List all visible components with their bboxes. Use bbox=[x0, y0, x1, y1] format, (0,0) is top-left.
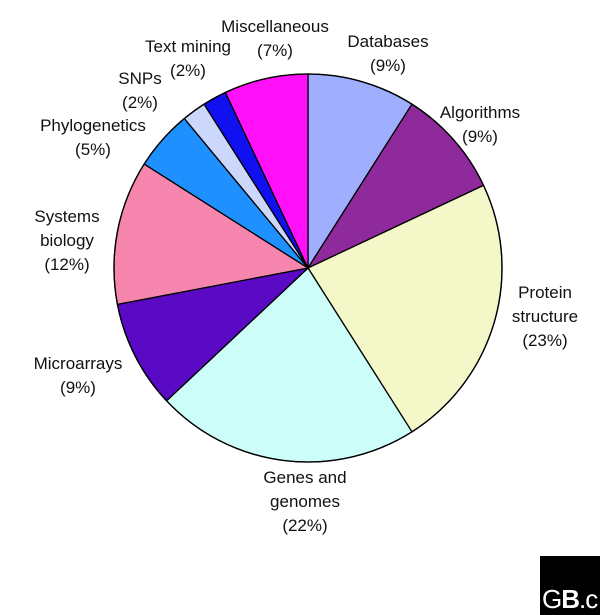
slice-label-miscellaneous: Miscellaneous (7%) bbox=[221, 17, 329, 60]
publisher-logo: GB.c bbox=[540, 556, 600, 615]
slice-label-microarrays: Microarrays (9%) bbox=[34, 354, 123, 397]
slice-label-algorithms: Algorithms (9%) bbox=[440, 103, 520, 146]
slice-label-protein-structure: Protein structure (23%) bbox=[512, 283, 578, 350]
pie-outline bbox=[113, 73, 503, 463]
publisher-logo-text: GB.c bbox=[542, 584, 598, 614]
slice-label-phylogenetics: Phylogenetics (5%) bbox=[40, 116, 146, 159]
slice-label-snps: SNPs (2%) bbox=[118, 69, 161, 112]
slice-label-databases: Databases (9%) bbox=[347, 32, 428, 75]
slice-label-genes-and-genomes: Genes and genomes (22%) bbox=[263, 468, 346, 535]
slice-label-text-mining: Text mining (2%) bbox=[145, 37, 231, 80]
slice-label-systems-biology: Systems biology (12%) bbox=[34, 207, 99, 274]
